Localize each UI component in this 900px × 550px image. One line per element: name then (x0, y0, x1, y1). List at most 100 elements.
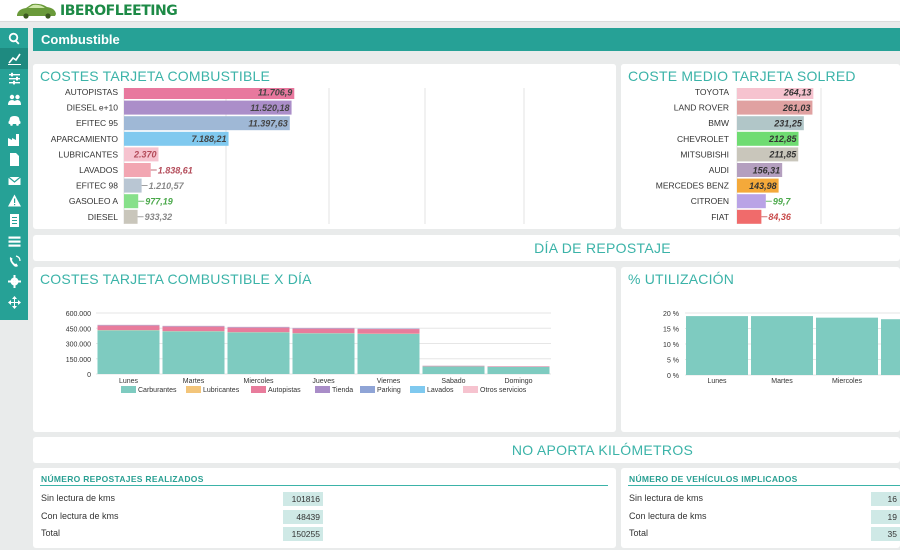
bar[interactable] (124, 100, 292, 115)
bar[interactable] (124, 178, 142, 193)
bar[interactable] (124, 209, 138, 224)
car-logo-icon (17, 3, 56, 19)
sidebar-item-file-list[interactable] (0, 211, 28, 231)
warning-icon (7, 194, 21, 207)
data-label: 156,31 (753, 165, 781, 175)
legend-label[interactable]: Lavados (427, 387, 454, 394)
sidebar-item-warning[interactable] (0, 190, 28, 210)
x-tick-label: Miercoles (244, 378, 274, 385)
bar[interactable] (737, 209, 762, 224)
sidebar-item-phone-settings[interactable] (0, 251, 28, 271)
sidebar-item-gear[interactable] (0, 272, 28, 292)
title-band (621, 64, 900, 88)
factory-icon (7, 134, 19, 147)
bar-segment-carburantes[interactable] (97, 330, 160, 374)
sidebar-item-users[interactable] (0, 89, 28, 109)
bar-segment-autopistas[interactable] (487, 366, 550, 367)
x-tick-label: Martes (183, 378, 205, 385)
bar-segment-carburantes[interactable] (162, 331, 225, 374)
data-label: 143,98 (749, 181, 777, 191)
sidebar-item-search[interactable] (0, 28, 28, 48)
bar-segment-autopistas[interactable] (357, 329, 420, 334)
bar[interactable] (124, 85, 295, 99)
bar-segment-carburantes[interactable] (227, 332, 290, 374)
data-label: 1.838,61 (158, 165, 193, 175)
x-tick-label: Lunes (707, 378, 727, 385)
sidebar-item-sliders[interactable] (0, 69, 28, 89)
category-label: BMW (708, 118, 729, 128)
legend-label[interactable]: Parking (377, 387, 401, 394)
data-label: 84,36 (768, 212, 792, 222)
legend: Carburantes Lubricantes Autopistas Tienda Pa… (121, 386, 527, 394)
bar[interactable] (737, 85, 814, 99)
category-label: DIESEL e+10 (67, 103, 119, 113)
legend-swatch (463, 386, 478, 393)
category-label: AUDI (709, 165, 729, 175)
sidebar-item-factory[interactable] (0, 129, 28, 149)
data-label: 211,85 (768, 150, 797, 160)
data-label: 933,32 (145, 212, 173, 222)
bar-segment-carburantes[interactable] (292, 333, 355, 374)
category-label: GASOLEO A (69, 196, 118, 206)
bar-segment-autopistas[interactable] (162, 326, 225, 332)
bar[interactable] (737, 163, 783, 177)
legend-label[interactable]: Otros servicios (480, 387, 527, 394)
y-tick-label: 0 % (667, 373, 679, 380)
stat-label: Con lectura de kms (41, 511, 119, 521)
bar[interactable] (737, 116, 804, 131)
legend-label[interactable]: Carburantes (138, 387, 177, 394)
y-tick-label: 15 % (663, 327, 679, 334)
bar-segment-autopistas[interactable] (227, 327, 290, 333)
bar-segment-carburantes[interactable] (487, 366, 550, 374)
category-label: LUBRICANTES (58, 149, 118, 159)
plot-area: TOYOTA 264,13 LAND ROVER 261,03 BMW 231,25 CHE… (656, 85, 822, 224)
bar[interactable] (124, 131, 229, 146)
utilizacion-panel: 20 %15 %10 %5 %0 %LunesMartesMiercolesJu… (621, 267, 900, 432)
x-tick-label: Lunes (119, 378, 139, 385)
legend-label[interactable]: Autopistas (268, 387, 301, 394)
bar[interactable] (737, 100, 813, 115)
bar[interactable] (881, 319, 900, 375)
sidebar-item-arrows-move[interactable] (0, 292, 28, 312)
bar[interactable] (816, 317, 878, 375)
bar[interactable] (737, 131, 799, 146)
stat-label: Sin lectura de kms (629, 493, 704, 503)
bar[interactable] (124, 116, 290, 131)
bar[interactable] (124, 163, 151, 177)
category-label: DIESEL (88, 212, 119, 222)
legend-label[interactable]: Lubricantes (203, 387, 240, 394)
bar-segment-carburantes[interactable] (357, 333, 420, 374)
bar-segment-autopistas[interactable] (422, 365, 485, 367)
bar[interactable] (737, 147, 799, 162)
sidebar-item-car[interactable] (0, 109, 28, 129)
coste-medio-title: COSTE MEDIO TARJETA SOLRED (628, 68, 856, 84)
bar[interactable] (124, 194, 139, 209)
stat-value: 48439 (283, 510, 323, 524)
bar-segment-autopistas[interactable] (97, 325, 160, 331)
no-aporta-banner: NO APORTA KILÓMETROS (33, 437, 900, 463)
data-label: 264,13 (783, 87, 812, 97)
coste-medio-panel: TOYOTA 264,13 LAND ROVER 261,03 BMW 231,25 CHE… (621, 64, 900, 229)
top-bar: IBEROFLEETING (0, 0, 900, 22)
bar[interactable] (751, 316, 813, 375)
bar[interactable] (686, 316, 748, 375)
category-label: TOYOTA (695, 87, 729, 97)
dia-repostaje-banner: DÍA DE REPOSTAJE (33, 235, 900, 261)
data-label: 977,19 (145, 197, 173, 207)
sidebar-item-envelope[interactable] (0, 170, 28, 190)
data-label: 212,85 (768, 134, 798, 144)
legend-swatch (410, 386, 425, 393)
sidebar-item-list[interactable] (0, 231, 28, 251)
bar[interactable] (737, 194, 766, 209)
sidebar-item-document[interactable] (0, 150, 28, 170)
gear-icon (7, 275, 21, 289)
bar-segment-autopistas[interactable] (292, 328, 355, 334)
bar[interactable] (737, 178, 779, 193)
sidebar-item-line-chart[interactable] (0, 48, 28, 69)
bar-segment-carburantes[interactable] (422, 366, 485, 374)
y-tick-label: 0 (87, 372, 91, 379)
logo[interactable]: IBEROFLEETING (14, 1, 178, 21)
search-icon (8, 32, 19, 45)
bar[interactable] (124, 147, 159, 162)
legend-label[interactable]: Tienda (332, 387, 353, 394)
